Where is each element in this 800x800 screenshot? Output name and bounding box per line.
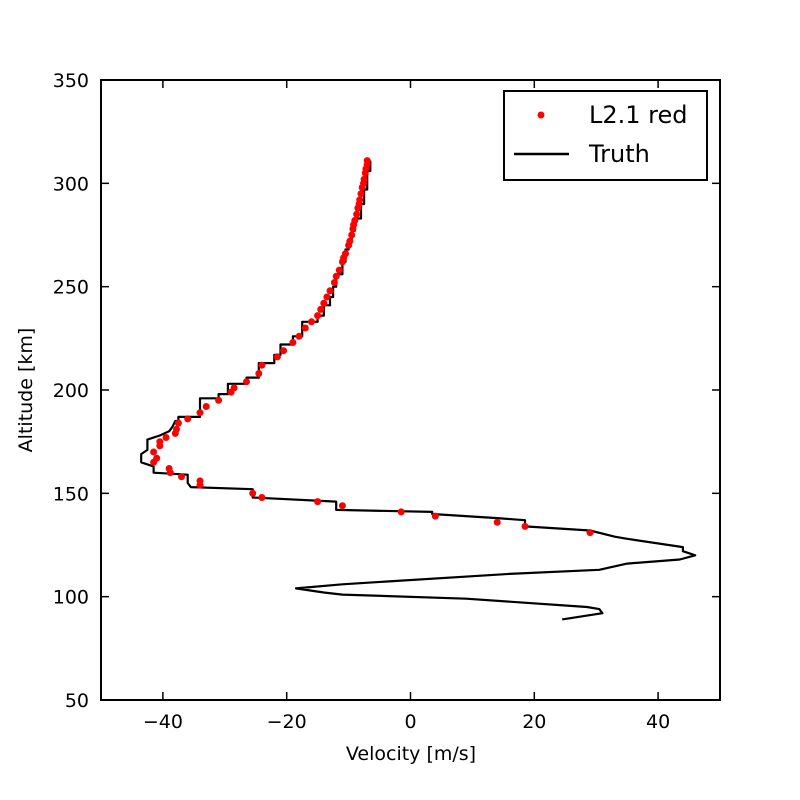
y-tick-label: 50 xyxy=(65,690,89,712)
l21-red-point xyxy=(301,324,309,332)
l21-red-point xyxy=(184,415,192,423)
l21-red-point xyxy=(150,448,158,456)
l21-red-point xyxy=(202,403,210,410)
l21-red-point xyxy=(397,508,405,516)
l21-red-point xyxy=(258,361,266,369)
legend-marker-l21-red xyxy=(537,111,545,119)
x-tick-label: 0 xyxy=(404,711,416,733)
l21-red-point xyxy=(338,258,346,266)
legend-label-truth: Truth xyxy=(588,140,650,168)
l21-red-point xyxy=(330,279,338,286)
x-axis-label: Velocity [m/s] xyxy=(346,743,476,765)
l21-red-point xyxy=(174,419,182,427)
l21-red-point xyxy=(317,305,325,313)
l21-red-point xyxy=(162,434,170,441)
l21-red-point xyxy=(243,378,250,386)
l21-red-point xyxy=(349,225,357,233)
l21-red-point xyxy=(150,458,158,466)
l21-red-point xyxy=(171,429,179,437)
l21-red-point xyxy=(280,347,288,355)
l21-red-point xyxy=(249,489,257,497)
l21-red-point xyxy=(178,473,185,481)
ticks-layer: −40 −20 0 20 40 50 100 150 200 250 300 350 xyxy=(53,70,720,733)
l21-red-point xyxy=(314,312,322,320)
y-tick-label: 350 xyxy=(53,70,89,92)
l21-red-point xyxy=(323,293,331,301)
l21-red-point xyxy=(308,318,315,326)
y-tick-label: 300 xyxy=(53,173,89,195)
l21-red-point xyxy=(227,388,235,396)
x-tick-label: −20 xyxy=(267,711,307,733)
y-tick-label: 100 xyxy=(53,587,89,609)
l21-red-point xyxy=(196,409,204,417)
x-tick-label: −40 xyxy=(143,711,183,733)
l21-red-point xyxy=(335,266,343,274)
l21-red-point xyxy=(431,512,439,520)
x-tick-label: 40 xyxy=(646,711,670,733)
y-tick-label: 250 xyxy=(53,277,89,299)
y-tick-label: 150 xyxy=(53,483,89,505)
l21-red-point xyxy=(196,481,204,489)
y-tick-label: 200 xyxy=(53,380,89,402)
legend-label-l21-red: L2.1 red xyxy=(589,101,688,129)
l21-red-point xyxy=(273,353,281,361)
l21-red-point xyxy=(338,502,346,510)
l21-red-point xyxy=(255,370,263,377)
l21-red-point xyxy=(314,498,322,506)
l21-red-point xyxy=(521,522,529,530)
l21-red-point xyxy=(156,442,164,450)
l21-red-point xyxy=(358,184,366,191)
l21-red-point xyxy=(215,396,223,404)
l21-red-point xyxy=(295,332,303,340)
l21-red-point xyxy=(586,529,594,537)
l21-red-point xyxy=(361,169,369,177)
plot-frame xyxy=(100,79,721,701)
l21-red-point xyxy=(289,339,297,346)
x-tick-label: 20 xyxy=(522,711,546,733)
l21-red-point xyxy=(348,231,356,239)
l21-red-point xyxy=(354,204,362,212)
l21-red-point xyxy=(326,287,334,295)
data-layer xyxy=(140,157,697,621)
l21-red-point xyxy=(258,494,266,501)
legend: L2.1 red Truth xyxy=(503,90,708,181)
l21-red-point xyxy=(345,241,353,249)
legend-box xyxy=(503,90,708,181)
l21-red-point xyxy=(493,518,501,526)
l21-red-point xyxy=(332,272,340,280)
l21-red-point xyxy=(357,190,365,198)
l21-red-point xyxy=(353,210,361,218)
y-axis-label: Altitude [km] xyxy=(15,328,37,453)
l21-red-point xyxy=(166,469,174,477)
l21-red-point xyxy=(320,299,328,307)
